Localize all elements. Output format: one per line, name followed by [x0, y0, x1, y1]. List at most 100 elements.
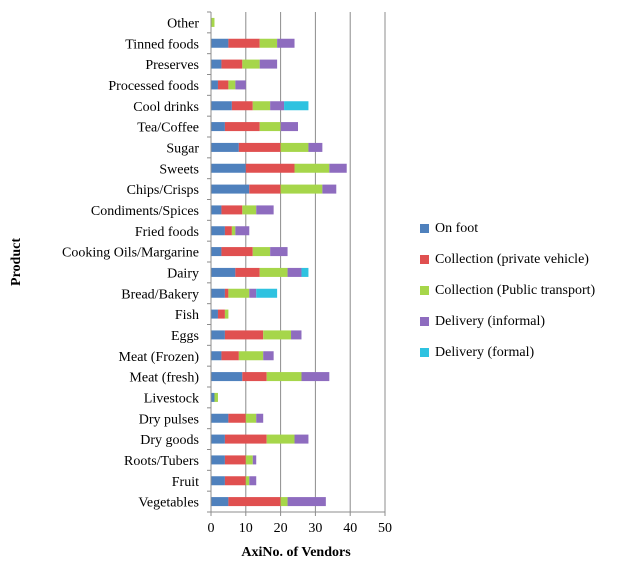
legend-swatch [420, 317, 429, 326]
bar-segment [217, 309, 225, 319]
category-label: Tea/Coffee [137, 121, 199, 136]
bar-segment [224, 122, 260, 132]
bar-segment [228, 497, 281, 507]
bar-segment [249, 476, 257, 486]
bar-segment [242, 205, 257, 215]
bar-segment [224, 309, 229, 319]
bar-segment [211, 267, 236, 277]
bar-segment [214, 392, 218, 402]
bar-segment [294, 434, 309, 444]
x-tick-labels: 0 10 20 30 40 50 [208, 521, 393, 536]
bar-segment [211, 184, 250, 194]
bar-segment [266, 372, 302, 382]
bar-segment [249, 288, 257, 298]
legend-label: On foot [435, 220, 479, 236]
bar-segment [252, 247, 271, 257]
bar-segment [211, 476, 225, 486]
bar-segment [294, 163, 330, 173]
bar-segment [238, 351, 264, 361]
bar-segment [211, 80, 218, 90]
category-label: Chips/Crisps [127, 183, 199, 198]
bar-segment [211, 351, 222, 361]
x-tick-label: 0 [208, 521, 215, 536]
category-label: Bread/Bakery [121, 287, 199, 302]
bar-segment [224, 226, 232, 236]
bar-segment [211, 59, 222, 69]
bar-segment [245, 413, 257, 423]
bar-segment [224, 476, 246, 486]
bar-segment [211, 309, 218, 319]
bar-segment [228, 413, 246, 423]
axes [207, 11, 386, 516]
bar-segment [211, 497, 229, 507]
bar-segment [211, 101, 232, 111]
bar-segment [249, 184, 281, 194]
bar-segment [211, 163, 246, 173]
legend-label: Collection (Public transport) [435, 282, 596, 298]
bar-segment [259, 38, 278, 48]
legend-item: Collection (private vehicle) [420, 244, 632, 275]
category-label: Eggs [171, 329, 199, 344]
bar-segment [211, 122, 225, 132]
category-label: Dry pulses [139, 412, 199, 427]
x-tick-label: 10 [239, 521, 253, 536]
bar-segment [211, 455, 225, 465]
bars [211, 17, 347, 507]
category-label: Livestock [144, 391, 199, 406]
bar-segment [291, 330, 302, 340]
category-label: Meat (fresh) [129, 371, 199, 386]
bar-segment [221, 205, 243, 215]
bar-segment [211, 288, 225, 298]
legend-item: Collection (Public transport) [420, 275, 632, 306]
bar-segment [263, 330, 292, 340]
bar-segment [231, 226, 236, 236]
bar-segment [211, 205, 222, 215]
bar-segment [256, 413, 264, 423]
category-label: Sweets [159, 162, 199, 177]
bar-segment [211, 226, 225, 236]
y-axis-title: Product [9, 238, 24, 286]
bar-segment [277, 38, 295, 48]
x-tick-label: 30 [308, 521, 322, 536]
bar-segment [280, 122, 298, 132]
bar-segment [211, 372, 243, 382]
bar-segment [284, 101, 309, 111]
category-label: Fish [175, 308, 199, 323]
bar-segment [235, 226, 250, 236]
legend-swatch [420, 286, 429, 295]
legend-label: Delivery (informal) [435, 313, 546, 329]
category-label: Tinned foods [125, 37, 199, 52]
bar-segment [228, 288, 250, 298]
legend-swatch [420, 224, 429, 233]
bar-segment [259, 59, 278, 69]
bar-segment [266, 434, 295, 444]
bar-segment [252, 455, 257, 465]
bar-segment [301, 267, 309, 277]
bar-segment [242, 59, 260, 69]
category-label: Condiments/Spices [91, 204, 199, 219]
bar-segment [280, 497, 288, 507]
category-label: Processed foods [108, 79, 199, 94]
bar-segment [270, 101, 285, 111]
bar-segment [287, 497, 326, 507]
legend-label: Delivery (formal) [435, 344, 535, 360]
bar-segment [211, 413, 229, 423]
bar-segment [270, 247, 288, 257]
bar-segment [256, 205, 274, 215]
bar-segment [263, 351, 274, 361]
bar-segment [329, 163, 347, 173]
bar-segment [259, 122, 281, 132]
bar-segment [224, 288, 229, 298]
legend-item: Delivery (formal) [420, 337, 632, 368]
bar-segment [211, 247, 222, 257]
bar-segment [256, 288, 278, 298]
category-label: Dairy [167, 266, 199, 281]
bar-segment [228, 38, 260, 48]
category-label: Fruit [172, 475, 199, 490]
bar-segment [252, 101, 271, 111]
bar-segment [280, 184, 323, 194]
legend-item: On foot [420, 213, 632, 244]
legend-item: Delivery (informal) [420, 306, 632, 337]
bar-segment [242, 372, 267, 382]
bar-segment [211, 142, 239, 152]
